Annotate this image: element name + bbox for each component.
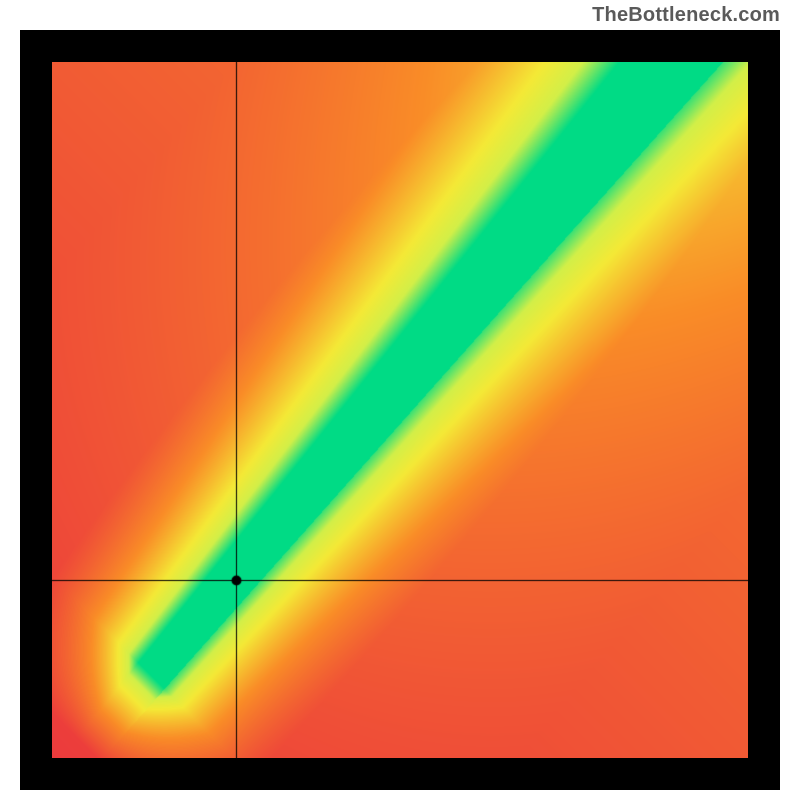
watermark-text: TheBottleneck.com bbox=[592, 4, 780, 27]
chart-container: TheBottleneck.com bbox=[0, 0, 800, 800]
plot-area bbox=[52, 62, 748, 758]
heatmap-canvas bbox=[52, 62, 748, 758]
